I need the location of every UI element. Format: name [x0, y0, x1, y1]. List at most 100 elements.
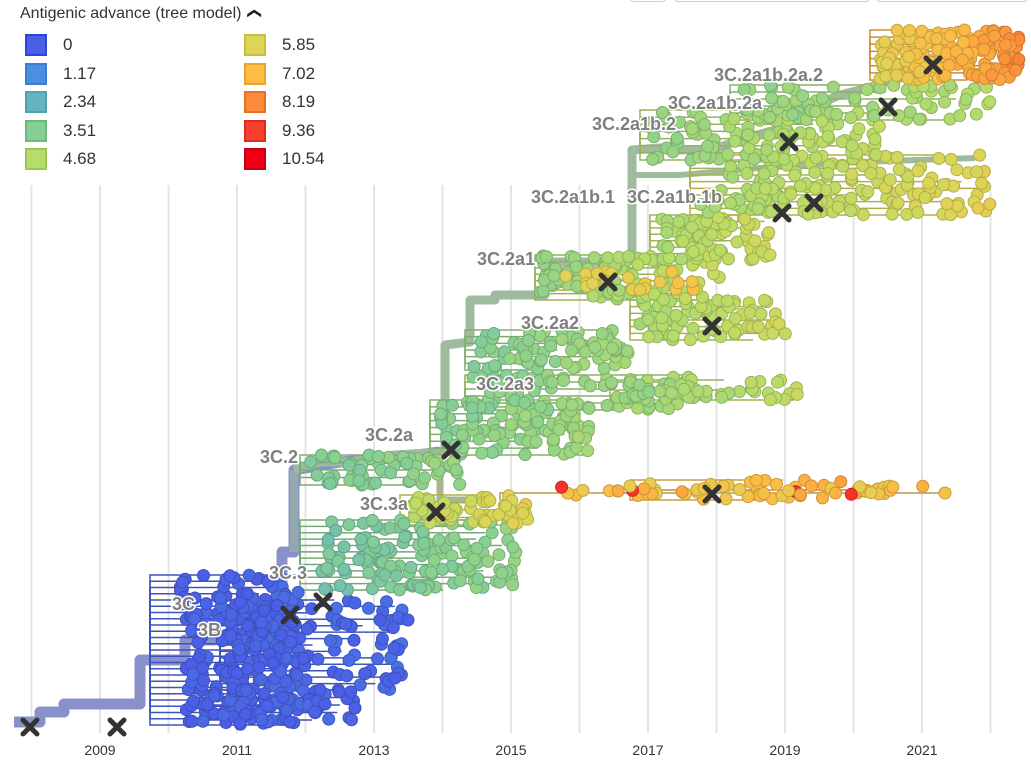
tip-node[interactable]: [738, 212, 752, 226]
tip-node[interactable]: [772, 317, 786, 331]
tip-node[interactable]: [642, 385, 656, 399]
tip-node[interactable]: [279, 674, 293, 688]
tip-node[interactable]: [322, 712, 336, 726]
tip-node[interactable]: [387, 641, 401, 655]
tip-node[interactable]: [348, 701, 362, 715]
tip-node[interactable]: [518, 448, 532, 462]
tip-node[interactable]: [488, 359, 502, 373]
tip-node[interactable]: [353, 678, 367, 692]
cross-icon[interactable]: [702, 316, 722, 336]
tip-node[interactable]: [555, 333, 569, 347]
tip-node[interactable]: [471, 572, 485, 586]
tip-node[interactable]: [845, 139, 859, 153]
tip-node[interactable]: [344, 685, 358, 699]
tip-node[interactable]: [733, 483, 747, 496]
tip-node[interactable]: [576, 483, 590, 497]
tip-node[interactable]: [902, 24, 916, 38]
tip-node[interactable]: [241, 619, 255, 633]
tip-node[interactable]: [371, 652, 384, 666]
tip-node[interactable]: [709, 189, 723, 203]
tip-node[interactable]: [195, 621, 209, 635]
toolbar-button[interactable]: [876, 0, 1028, 2]
tip-node[interactable]: [653, 385, 667, 398]
tip-node[interactable]: [503, 352, 517, 366]
tip-node[interactable]: [534, 353, 548, 367]
tip-node[interactable]: [836, 159, 850, 173]
tip-node[interactable]: [384, 559, 398, 573]
tip-node[interactable]: [890, 150, 904, 164]
tip-node[interactable]: [365, 513, 379, 527]
tip-node[interactable]: [516, 506, 530, 520]
tip-node[interactable]: [255, 713, 269, 727]
tip-node[interactable]: [740, 167, 754, 180]
tip-node[interactable]: [518, 409, 532, 423]
tip-node[interactable]: [547, 443, 561, 457]
tip-node[interactable]: [944, 152, 958, 166]
tip-node[interactable]: [784, 187, 798, 201]
tip-node[interactable]: [252, 660, 266, 674]
tip-node[interactable]: [868, 132, 882, 146]
tip-node[interactable]: [270, 599, 284, 612]
tip-node[interactable]: [375, 632, 389, 646]
tip-node[interactable]: [666, 329, 680, 343]
tip-node[interactable]: [683, 333, 697, 347]
toolbar-button[interactable]: [630, 0, 666, 2]
tip-node[interactable]: [860, 83, 874, 96]
tip-node[interactable]: [726, 170, 740, 184]
tip-node[interactable]: [345, 713, 358, 727]
tip-node[interactable]: [641, 313, 655, 327]
tip-node[interactable]: [583, 379, 597, 393]
tip-node[interactable]: [853, 480, 867, 494]
tip-node[interactable]: [790, 387, 804, 401]
tip-node[interactable]: [647, 130, 661, 144]
cross-icon[interactable]: [107, 717, 127, 737]
cross-icon[interactable]: [598, 272, 618, 292]
tip-node[interactable]: [261, 575, 275, 589]
tip-node[interactable]: [786, 108, 800, 121]
tip-node[interactable]: [848, 91, 862, 105]
tip-node[interactable]: [487, 327, 501, 340]
tip-node[interactable]: [762, 226, 776, 240]
tip-node[interactable]: [1009, 63, 1023, 77]
tip-node[interactable]: [478, 515, 492, 529]
tip-node[interactable]: [483, 494, 497, 508]
cross-icon[interactable]: [878, 97, 898, 117]
cross-icon[interactable]: [280, 605, 300, 625]
tip-node[interactable]: [304, 455, 318, 469]
tip-node[interactable]: [845, 167, 859, 181]
tip-node[interactable]: [665, 265, 679, 279]
tip-node[interactable]: [662, 120, 676, 134]
tip-node[interactable]: [588, 340, 602, 354]
tip-node[interactable]: [318, 582, 332, 596]
legend-item[interactable]: 4.68: [25, 147, 96, 171]
tip-node[interactable]: [622, 250, 636, 263]
tip-node[interactable]: [260, 699, 274, 713]
tip-node[interactable]: [342, 653, 356, 667]
tip-node[interactable]: [308, 705, 321, 719]
tip-node[interactable]: [224, 629, 238, 643]
tip-node[interactable]: [760, 143, 774, 157]
tip-node[interactable]: [300, 622, 314, 636]
tip-node[interactable]: [453, 574, 467, 588]
tip-node[interactable]: [958, 23, 971, 37]
cross-icon[interactable]: [772, 203, 792, 223]
tip-node[interactable]: [676, 234, 690, 248]
tip-node[interactable]: [766, 326, 780, 340]
tip-node[interactable]: [548, 355, 562, 368]
tip-node[interactable]: [973, 148, 987, 162]
tip-node[interactable]: [653, 275, 667, 289]
tip-node[interactable]: [911, 205, 925, 219]
tip-node[interactable]: [646, 152, 660, 166]
tip-node[interactable]: [492, 508, 506, 521]
tip-node[interactable]: [470, 541, 484, 555]
tip-node[interactable]: [321, 533, 335, 547]
tip-node[interactable]: [492, 375, 506, 389]
tip-node[interactable]: [959, 92, 973, 106]
tip-node[interactable]: [400, 456, 414, 470]
tip-node[interactable]: [677, 382, 691, 396]
tip-node[interactable]: [547, 269, 561, 283]
tip-node[interactable]: [749, 473, 763, 487]
tip-node[interactable]: [912, 112, 926, 126]
tip-node[interactable]: [957, 35, 970, 49]
tip-node[interactable]: [595, 327, 609, 340]
